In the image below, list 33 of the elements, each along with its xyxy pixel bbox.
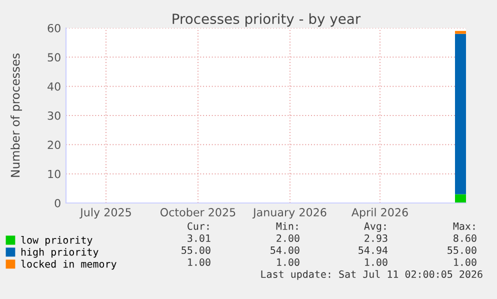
text: 55.00 (182, 246, 210, 254)
text: 3.01 (188, 234, 210, 242)
y-axis-title: Number of processes (10, 54, 22, 177)
text: Cur: (188, 222, 209, 230)
x-tick-label: July 2025 (80, 208, 131, 219)
text: 1.00 (365, 258, 388, 266)
y-tick-label: 40 (48, 82, 60, 91)
x-tick-label: January 2026 (252, 208, 326, 219)
legend-label: locked in memory (21, 260, 116, 270)
text: 1.00 (277, 258, 300, 266)
y-tick-label: 10 (48, 170, 60, 178)
text: 55.00 (448, 246, 476, 254)
text: Max: (453, 222, 475, 230)
text: 54.00 (270, 246, 300, 254)
text: 1.00 (188, 258, 210, 266)
text: 1.00 (454, 258, 476, 266)
x-tick-label: April 2026 (351, 208, 408, 219)
text: Min: (276, 222, 298, 230)
text: 2.93 (364, 234, 388, 242)
text: Last update: Sat Jul 11 02:00:05 2026 (261, 270, 482, 280)
text: 54.94 (358, 246, 388, 254)
y-tick-label: 0 (54, 198, 60, 208)
y-tick-label: 50 (48, 53, 60, 62)
chart-title: Processes priority - by year (172, 13, 361, 27)
text: Avg: (364, 222, 386, 232)
text: 2.00 (276, 234, 300, 242)
x-tick-label: October 2025 (160, 208, 236, 216)
text: 8.60 (454, 234, 476, 242)
legend-label: low priority (21, 236, 92, 246)
y-tick-label: 20 (48, 140, 60, 150)
y-tick-label: 30 (48, 111, 60, 120)
legend-label: high priority (21, 248, 98, 258)
y-tick-label: 60 (48, 24, 60, 32)
